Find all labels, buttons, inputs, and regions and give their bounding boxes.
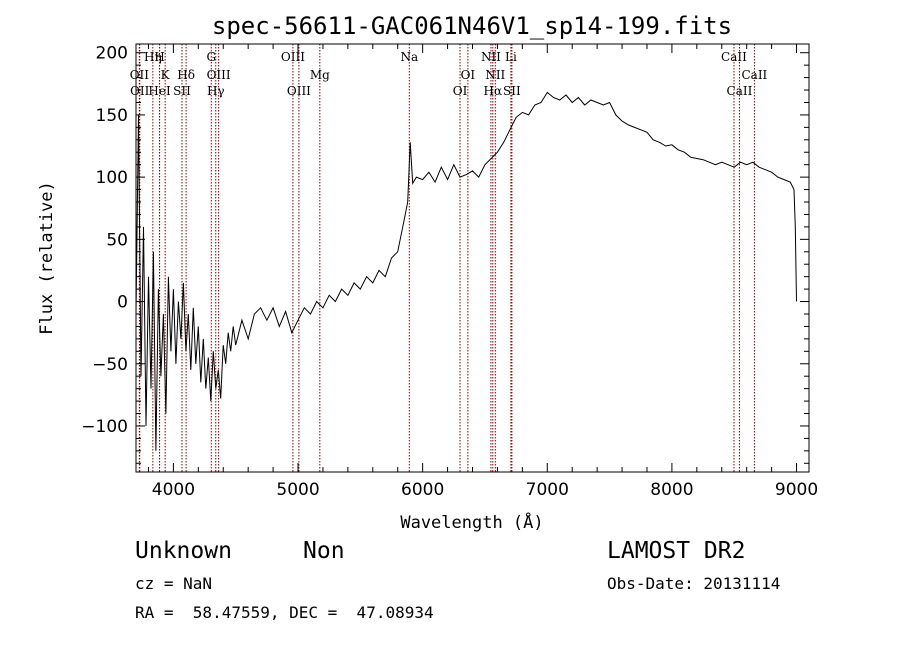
spectrum-series bbox=[135, 91, 797, 451]
line-marker-label: Hη bbox=[144, 50, 162, 64]
x-tick-label: 9000 bbox=[775, 480, 818, 500]
y-tick-label: −100 bbox=[81, 417, 128, 437]
axes: 4000 5000 6000 7000 8000 9000 −100 −50 0 50 100 150… bbox=[81, 44, 818, 500]
line-marker-label: OI bbox=[461, 68, 476, 82]
ra-dec: RA = 58.47559, DEC = 47.08934 bbox=[135, 603, 434, 622]
line-marker-label: SII bbox=[173, 84, 191, 98]
line-marker-label: Mg bbox=[310, 68, 330, 82]
line-marker-label: OII bbox=[130, 84, 150, 98]
y-tick-label: 50 bbox=[106, 230, 128, 250]
x-tick-label: 4000 bbox=[152, 480, 195, 500]
line-marker-label: Na bbox=[400, 50, 418, 64]
y-axis-label: Flux (relative) bbox=[37, 181, 57, 335]
chart-title: spec-56611-GAC061N46V1_sp14-199.fits bbox=[212, 12, 732, 40]
line-marker-label: NII bbox=[485, 68, 505, 82]
line-marker-label: OIII bbox=[281, 50, 305, 64]
plot-frame bbox=[135, 43, 810, 473]
redshift-cz: cz = NaN bbox=[135, 574, 213, 593]
line-marker-label: CaII bbox=[721, 50, 747, 64]
line-marker-label: SII bbox=[503, 84, 521, 98]
x-tick-label: 6000 bbox=[401, 480, 444, 500]
y-tick-label: 0 bbox=[117, 293, 128, 313]
survey-name: LAMOST DR2 bbox=[607, 538, 746, 564]
line-marker-label: OIII bbox=[287, 84, 311, 98]
line-marker-label: HeI bbox=[148, 84, 171, 98]
line-marker-label: G bbox=[206, 50, 216, 64]
spectrum-line bbox=[135, 91, 797, 451]
x-tick-label: 7000 bbox=[526, 480, 569, 500]
y-tick-label: 100 bbox=[96, 168, 128, 188]
x-tick-label: 5000 bbox=[276, 480, 319, 500]
x-axis-label: Wavelength (Å) bbox=[400, 511, 543, 533]
object-class: Unknown bbox=[135, 538, 232, 564]
x-tick-label: 8000 bbox=[650, 480, 693, 500]
object-subclass: Non bbox=[303, 538, 345, 564]
y-tick-label: 150 bbox=[96, 106, 128, 126]
y-tick-label: −50 bbox=[92, 355, 128, 375]
line-marker-label: OI bbox=[453, 84, 468, 98]
line-marker-label: K bbox=[161, 68, 171, 82]
line-marker-label: OIII bbox=[207, 68, 231, 82]
line-marker-label: Hα bbox=[484, 84, 503, 98]
y-tick-label: 200 bbox=[96, 44, 128, 64]
line-marker-label: Hδ bbox=[177, 68, 195, 82]
line-marker-label: NII bbox=[481, 50, 501, 64]
line-marker-label: Li bbox=[505, 50, 517, 64]
line-marker-label: CaII bbox=[727, 84, 753, 98]
observation-date: Obs-Date: 20131114 bbox=[607, 574, 781, 593]
line-marker-label: Hγ bbox=[207, 84, 225, 98]
line-marker-label: CaII bbox=[741, 68, 767, 82]
